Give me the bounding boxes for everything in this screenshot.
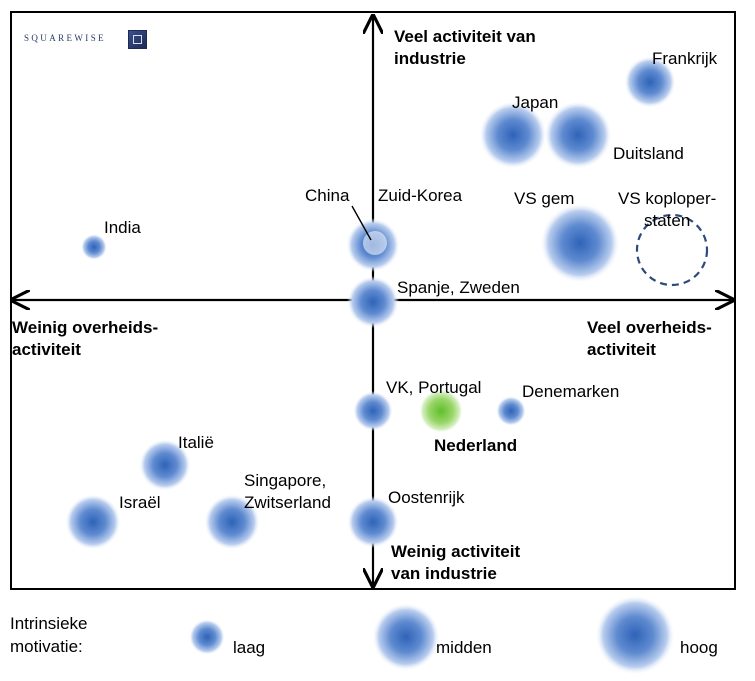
label-zuid-korea: Zuid-Korea: [378, 186, 463, 205]
bubble-nederland: [419, 389, 463, 433]
legend-bubble-high: [595, 595, 675, 675]
axis-label-right: Veel overheids-activiteit: [587, 318, 712, 359]
bubble-vs-gem: [540, 203, 620, 283]
legend-label-high: hoog: [680, 638, 718, 657]
label-israel: Israël: [119, 493, 161, 512]
legend-title: Intrinsieke motivatie:: [10, 614, 88, 656]
bubble-spanje-zweden: [347, 276, 399, 328]
bubble-israel: [65, 494, 121, 550]
bubble-denemarken: [496, 396, 526, 426]
label-oostenrijk: Oostenrijk: [388, 488, 465, 507]
legend-label-low: laag: [233, 638, 266, 657]
legend-bubble-mid: [372, 603, 440, 671]
squarewise-logo-icon: [128, 30, 147, 49]
axis-label-top: Veel activiteit van industrie: [394, 27, 536, 68]
label-china: China: [305, 186, 350, 205]
legend-label-mid: midden: [436, 638, 492, 657]
label-japan: Japan: [512, 93, 559, 112]
label-singapore-zwitserland: Singapore, Zwitserland: [244, 471, 331, 512]
label-nederland: Nederland: [434, 436, 518, 455]
bubble-china-zuid-korea-inner: [363, 231, 387, 255]
label-spanje-zweden: Spanje, Zweden: [397, 278, 520, 297]
label-italie: Italië: [178, 433, 214, 452]
label-india: India: [104, 218, 141, 237]
label-vk-portugal: VK, Portugal: [386, 378, 482, 397]
legend-bubble-low: [189, 619, 225, 655]
bubble-vk-portugal: [353, 391, 393, 431]
bubble-india: [81, 234, 107, 260]
squarewise-logo-text: SQUAREWISE: [24, 33, 106, 43]
axis-label-bottom: Weinig activiteit van industrie: [391, 542, 521, 583]
label-denemarken: Denemarken: [522, 382, 620, 401]
bubble-italie: [139, 439, 191, 491]
bubble-singapore: [204, 494, 260, 550]
label-frankrijk: Frankrijk: [652, 49, 718, 68]
label-vs-gem: VS gem: [514, 189, 575, 208]
bubble-vs-koplopers: [635, 213, 709, 287]
bubble-frankrijk: [624, 56, 676, 108]
bubble-duitsland: [544, 101, 612, 169]
bubble-oostenrijk: [347, 496, 399, 548]
label-duitsland: Duitsland: [613, 144, 684, 163]
label-vs-koplopers: VS koploper-staten: [618, 189, 717, 230]
bubble-japan: [479, 101, 547, 169]
axis-label-left: Weinig overheids-activiteit: [12, 318, 159, 359]
china-leader-line: [351, 205, 372, 241]
